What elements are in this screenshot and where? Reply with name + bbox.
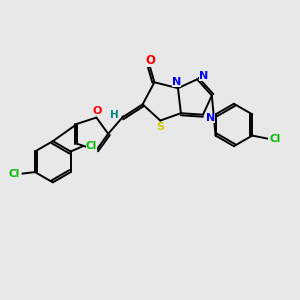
Text: S: S <box>156 122 164 132</box>
Text: H: H <box>110 110 119 120</box>
Text: N: N <box>206 112 215 123</box>
Text: O: O <box>145 54 155 67</box>
Text: O: O <box>92 106 102 116</box>
Text: N: N <box>199 71 208 81</box>
Text: N: N <box>172 77 181 87</box>
Text: Cl: Cl <box>86 141 97 151</box>
Text: Cl: Cl <box>9 169 20 178</box>
Text: Cl: Cl <box>270 134 281 143</box>
